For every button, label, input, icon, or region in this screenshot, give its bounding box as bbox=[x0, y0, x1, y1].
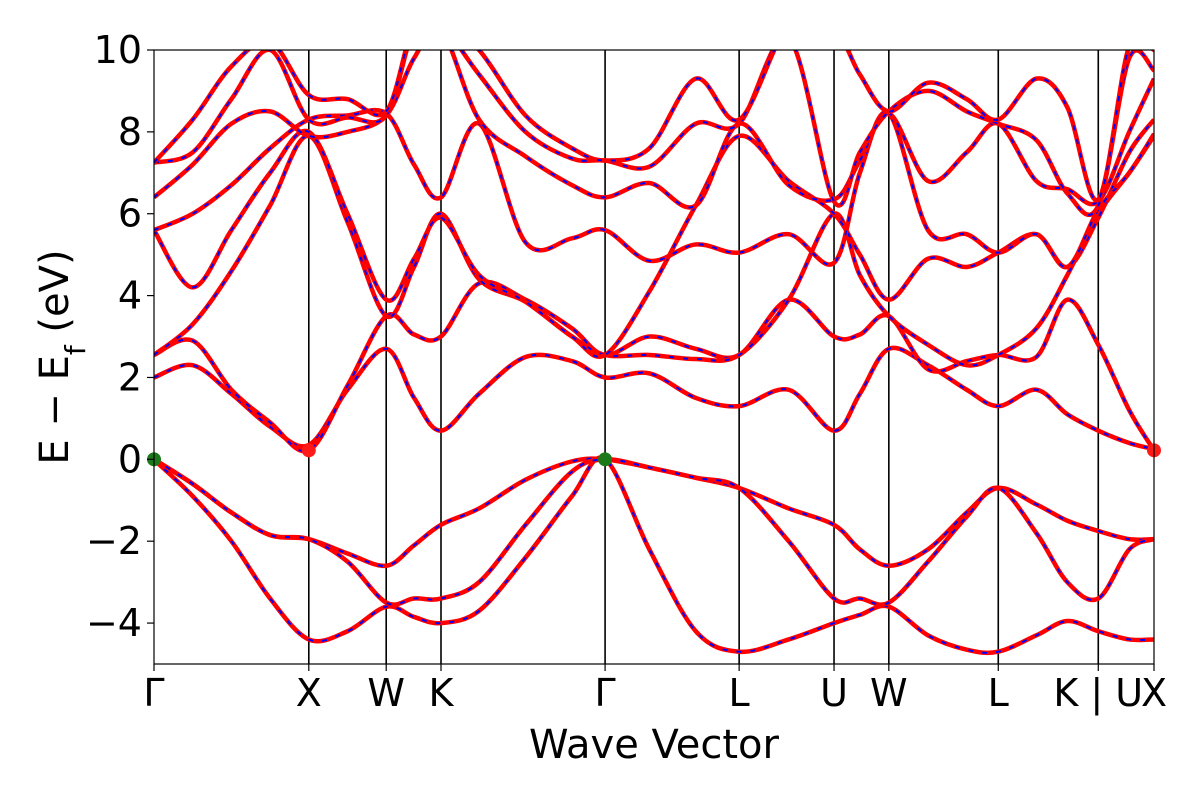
y-tick-label: 10 bbox=[94, 28, 142, 72]
band-overlay-2 bbox=[154, 457, 1154, 567]
y-tick-label: 6 bbox=[118, 192, 142, 236]
y-tick-label: 0 bbox=[118, 437, 142, 481]
band-overlay-1 bbox=[154, 456, 1154, 654]
x-tick-label: W bbox=[870, 671, 908, 715]
x-tick-label: Γ bbox=[594, 671, 615, 715]
band-overlay-4 bbox=[154, 346, 1154, 451]
band-overlay-9 bbox=[154, 50, 1154, 209]
x-tick-label: L bbox=[729, 671, 750, 715]
band-line-3 bbox=[154, 457, 1154, 607]
band-line-11 bbox=[154, 50, 1154, 203]
y-axis-title-main: E − E bbox=[32, 355, 78, 465]
band-overlay-8 bbox=[154, 109, 1154, 268]
band-overlay-5 bbox=[154, 280, 1154, 453]
y-tick-label: 4 bbox=[118, 274, 142, 318]
x-tick-label: K | U bbox=[1053, 671, 1143, 716]
band-overlay-3 bbox=[154, 458, 1154, 606]
band-line-10 bbox=[154, 50, 1154, 218]
band-overlay-7 bbox=[154, 118, 1154, 358]
y-axis-title: E − Ef (eV) bbox=[32, 249, 92, 464]
y-tick-label: 2 bbox=[118, 355, 142, 399]
x-tick-label: X bbox=[1141, 671, 1167, 715]
plot-frame bbox=[153, 49, 1155, 665]
bands-group bbox=[154, 50, 1154, 664]
y-axis-title-unit: (eV) bbox=[32, 249, 78, 345]
x-tick-label: W bbox=[367, 671, 405, 715]
y-tick-label: −4 bbox=[86, 601, 142, 645]
y-tick-label: −2 bbox=[86, 519, 142, 563]
y-tick-label: 8 bbox=[118, 110, 142, 154]
y-axis-title-subscript: f bbox=[59, 344, 92, 355]
x-tick-label: Γ bbox=[143, 671, 164, 715]
x-axis-title: Wave Vector bbox=[529, 722, 780, 768]
extremum-marker-2 bbox=[598, 452, 613, 467]
plot-area bbox=[147, 50, 1161, 664]
x-tick-label: K bbox=[429, 671, 455, 715]
band-line-5 bbox=[154, 279, 1154, 454]
band-overlay-11 bbox=[154, 50, 1154, 202]
band-line-4 bbox=[154, 345, 1154, 452]
extremum-marker-3 bbox=[301, 443, 316, 458]
y-axis: −4 −2 0 2 4 6 8 10 bbox=[86, 28, 154, 645]
x-tick-label: U bbox=[820, 671, 848, 715]
x-tick-label: X bbox=[296, 671, 322, 715]
band-line-2 bbox=[154, 456, 1154, 569]
band-line-7 bbox=[154, 118, 1154, 359]
x-tick-label: L bbox=[988, 671, 1009, 715]
